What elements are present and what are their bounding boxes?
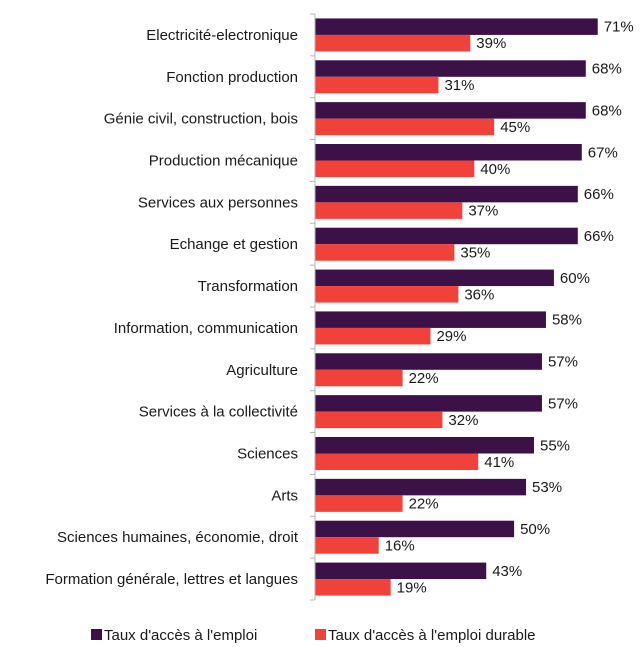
data-label-emploi-fonction-production: 68% (592, 61, 622, 78)
category-label-sciences-humaines-economie-droit: Sciences humaines, économie, droit (57, 529, 299, 546)
data-label-emploi-agriculture: 57% (548, 354, 578, 371)
data-label-emploi-durable-arts: 22% (409, 496, 439, 513)
data-label-emploi-durable-services-a-la-collectivite: 32% (448, 412, 478, 429)
category-label-transformation: Transformation (198, 278, 298, 295)
data-label-emploi-durable-information-communication: 29% (436, 328, 466, 345)
category-label-services-a-la-collectivite: Services à la collectivité (139, 404, 298, 421)
bar-emploi-sciences-humaines-economie-droit (315, 520, 515, 538)
category-axis-ticks (310, 13, 315, 601)
data-label-emploi-durable-transformation: 36% (464, 286, 494, 303)
category-label-formation-generale-lettres-et-langues: Formation générale, lettres et langues (45, 571, 298, 588)
bar-emploi-durable-production-mecanique (315, 160, 475, 177)
data-label-emploi-durable-production-mecanique: 40% (480, 161, 510, 178)
category-label-echange-et-gestion: Echange et gestion (170, 236, 298, 253)
bar-emploi-durable-services-aux-personnes (315, 202, 463, 219)
category-label-fonction-production: Fonction production (166, 69, 298, 86)
category-label-sciences: Sciences (237, 446, 298, 463)
bar-emploi-formation-generale-lettres-et-langues (315, 562, 487, 580)
bar-emploi-services-a-la-collectivite (315, 395, 542, 412)
data-label-emploi-durable-agriculture: 22% (409, 370, 439, 387)
data-label-emploi-transformation: 60% (560, 270, 590, 287)
data-label-emploi-durable-sciences: 41% (484, 454, 514, 471)
bar-emploi-fonction-production (315, 60, 586, 77)
category-label-arts: Arts (271, 487, 298, 504)
data-label-emploi-genie-civil-construction-bois: 68% (592, 102, 622, 119)
bar-emploi-durable-services-a-la-collectivite (315, 411, 443, 429)
bar-emploi-durable-transformation (315, 286, 459, 303)
data-label-emploi-information-communication: 58% (552, 312, 582, 329)
legend-label-emploi-durable: Taux d'accès à l'emploi durable (328, 627, 536, 644)
data-label-emploi-durable-electricite-electronique: 39% (476, 35, 506, 52)
data-label-emploi-durable-sciences-humaines-economie-droit: 16% (385, 537, 415, 554)
bar-emploi-sciences (315, 437, 535, 454)
data-label-emploi-durable-services-aux-personnes: 37% (468, 203, 498, 220)
bar-emploi-genie-civil-construction-bois (315, 102, 586, 119)
bar-emploi-durable-genie-civil-construction-bois (315, 118, 495, 136)
bar-emploi-arts (315, 478, 527, 496)
bar-emploi-durable-electricite-electronique (315, 34, 471, 52)
legend-label-emploi: Taux d'accès à l'emploi (104, 627, 257, 644)
data-label-emploi-durable-echange-et-gestion: 35% (460, 244, 490, 261)
legend-item-emploi: Taux d'accès à l'emploi (91, 627, 257, 644)
bar-emploi-durable-fonction-production (315, 76, 439, 94)
bar-emploi-electricite-electronique (315, 18, 598, 35)
bar-emploi-transformation (315, 269, 554, 287)
category-labels: Electricité-electronique Fonction product… (45, 27, 298, 588)
data-label-emploi-durable-fonction-production: 31% (444, 77, 474, 94)
data-label-emploi-sciences-humaines-economie-droit: 50% (520, 521, 550, 538)
bar-emploi-durable-arts (315, 495, 403, 512)
category-label-information-communication: Information, communication (114, 320, 298, 337)
legend: Taux d'accès à l'emploi Taux d'accès à l… (91, 627, 536, 644)
data-label-emploi-services-aux-personnes: 66% (584, 186, 614, 203)
bar-emploi-durable-echange-et-gestion (315, 244, 455, 261)
data-label-emploi-formation-generale-lettres-et-langues: 43% (492, 563, 522, 580)
data-label-emploi-echange-et-gestion: 66% (584, 228, 614, 245)
legend-item-emploi-durable: Taux d'accès à l'emploi durable (315, 627, 536, 644)
legend-swatch-emploi (91, 629, 102, 640)
category-label-genie-civil-construction-bois: Génie civil, construction, bois (104, 111, 298, 128)
bar-emploi-durable-formation-generale-lettres-et-langues (315, 579, 391, 596)
category-label-production-mecanique: Production mécanique (149, 153, 298, 170)
bar-emploi-durable-information-communication (315, 327, 431, 345)
bars (315, 18, 598, 596)
bar-emploi-services-aux-personnes (315, 185, 578, 203)
data-label-emploi-services-a-la-collectivite: 57% (548, 395, 578, 412)
data-label-emploi-durable-formation-generale-lettres-et-langues: 19% (397, 579, 427, 596)
category-label-services-aux-personnes: Services aux personnes (138, 194, 298, 211)
legend-swatch-emploi-durable (315, 629, 326, 640)
category-label-agriculture: Agriculture (226, 362, 298, 379)
data-label-emploi-electricite-electronique: 71% (604, 19, 634, 36)
data-labels: 71% 39% 68% 31% 68% 45% 67% 40% 66% 37% 66% 35% 60% 3… (385, 19, 634, 597)
data-label-emploi-durable-genie-civil-construction-bois: 45% (500, 119, 530, 136)
bar-emploi-information-communication (315, 311, 546, 328)
bar-emploi-durable-sciences-humaines-economie-droit (315, 537, 379, 554)
bar-emploi-echange-et-gestion (315, 227, 578, 245)
data-label-emploi-production-mecanique: 67% (588, 144, 618, 161)
category-label-electricite-electronique: Electricité-electronique (146, 27, 298, 44)
bar-emploi-durable-agriculture (315, 369, 403, 387)
data-label-emploi-arts: 53% (532, 479, 562, 496)
bar-emploi-agriculture (315, 353, 542, 370)
data-label-emploi-sciences: 55% (540, 437, 570, 454)
bar-emploi-durable-sciences (315, 453, 479, 470)
bar-emploi-production-mecanique (315, 144, 582, 161)
